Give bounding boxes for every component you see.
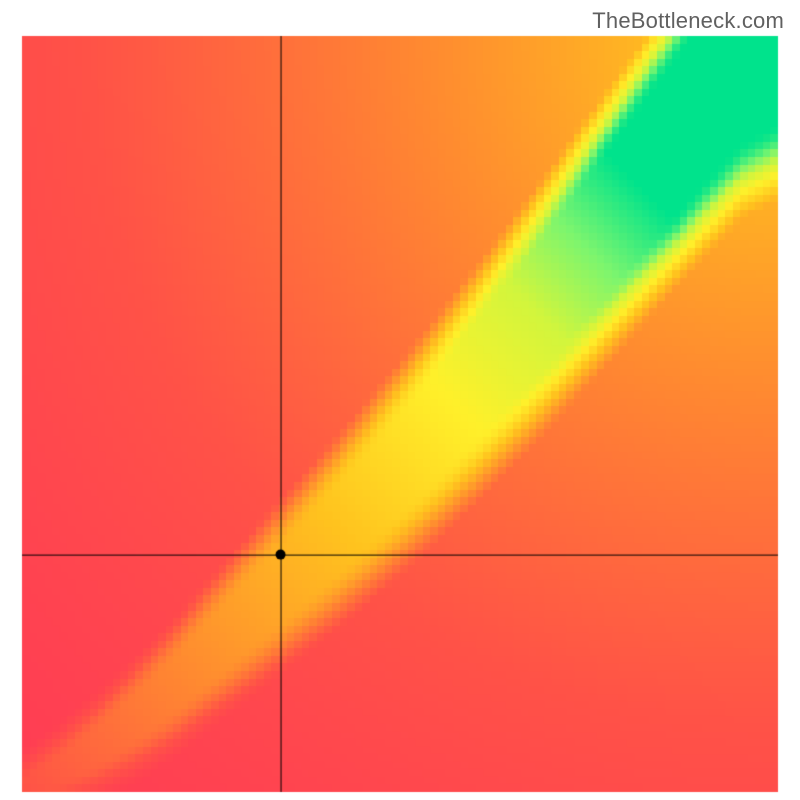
watermark-text: TheBottleneck.com [592,8,784,34]
bottleneck-heatmap [0,0,800,800]
chart-container: TheBottleneck.com [0,0,800,800]
